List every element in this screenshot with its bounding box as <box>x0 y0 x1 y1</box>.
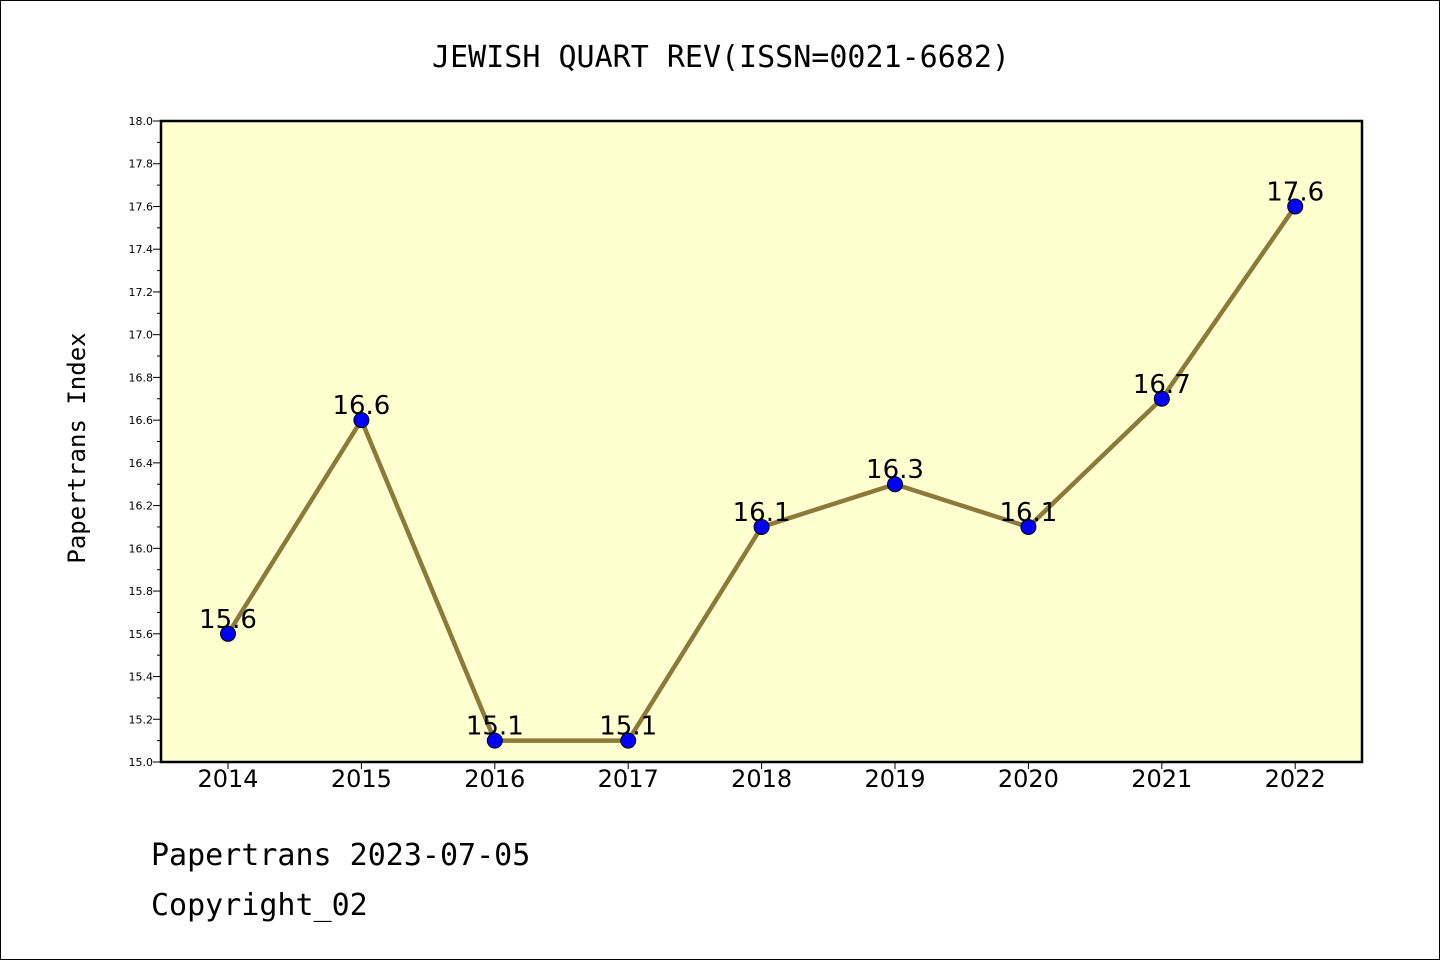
data-label: 16.7 <box>1133 370 1191 400</box>
y-tick-label: 16.6 <box>129 414 154 427</box>
x-tick-label: 2020 <box>998 765 1059 793</box>
chart-title: JEWISH QUART REV(ISSN=0021-6682) <box>432 40 1010 75</box>
x-tick-label: 2016 <box>464 765 525 793</box>
data-label: 15.6 <box>199 605 257 635</box>
y-tick-label: 18.0 <box>129 115 154 128</box>
x-axis: 2014 2015 2016 2017 2018 2019 2020 2021 2022 <box>197 762 1326 793</box>
data-point <box>1287 198 1304 215</box>
y-axis: 15.0 15.2 15.4 15.6 15.8 16.0 16.2 16.4 16.6 16.8… <box>129 115 161 769</box>
y-tick-label: 16.4 <box>129 457 154 470</box>
x-tick-label: 2018 <box>731 765 792 793</box>
data-labels: 15.6 16.6 15.1 15.1 16.1 16.3 16.1 16.7 17.6 <box>199 177 1324 741</box>
series-line-group <box>220 198 1304 749</box>
data-point <box>353 412 370 429</box>
data-point <box>620 732 637 749</box>
y-axis-label: Papertrans Index <box>63 332 91 563</box>
footer-date: Papertrans 2023-07-05 <box>151 838 530 873</box>
data-label: 15.1 <box>599 712 657 742</box>
data-label: 16.1 <box>733 498 791 528</box>
data-point <box>753 518 770 535</box>
data-point <box>887 476 903 493</box>
x-tick-label: 2019 <box>864 765 925 793</box>
y-tick-label: 15.0 <box>129 756 154 769</box>
data-label: 16.3 <box>866 455 924 485</box>
x-tick-label: 2022 <box>1265 765 1326 793</box>
y-tick-label: 17.2 <box>129 286 154 299</box>
x-tick-label: 2017 <box>598 765 659 793</box>
y-tick-label: 16.8 <box>129 371 154 384</box>
y-tick-label: 15.6 <box>129 628 154 641</box>
y-tick-label: 15.4 <box>129 671 154 684</box>
y-tick-label: 16.2 <box>129 500 154 513</box>
x-tick-label: 2014 <box>197 765 258 793</box>
y-tick-label: 17.4 <box>129 243 154 256</box>
data-label: 17.6 <box>1266 177 1324 207</box>
plot-area <box>159 119 1364 764</box>
data-label: 16.6 <box>332 391 390 421</box>
y-tick-label: 17.0 <box>129 329 154 342</box>
x-tick-label: 2021 <box>1131 765 1192 793</box>
x-tick-label: 2015 <box>331 765 392 793</box>
y-tick-label: 15.2 <box>129 713 154 726</box>
data-point <box>486 732 503 749</box>
data-point <box>1020 518 1037 535</box>
footer-copyright: Copyright_02 <box>151 888 368 923</box>
y-tick-label: 15.8 <box>129 585 154 598</box>
y-tick-label: 17.8 <box>129 158 154 171</box>
data-label: 16.1 <box>999 498 1057 528</box>
data-point <box>1153 390 1170 407</box>
data-point <box>220 625 236 642</box>
data-label: 15.1 <box>466 712 524 742</box>
y-tick-label: 16.0 <box>129 542 154 555</box>
y-tick-label: 17.6 <box>129 200 154 213</box>
